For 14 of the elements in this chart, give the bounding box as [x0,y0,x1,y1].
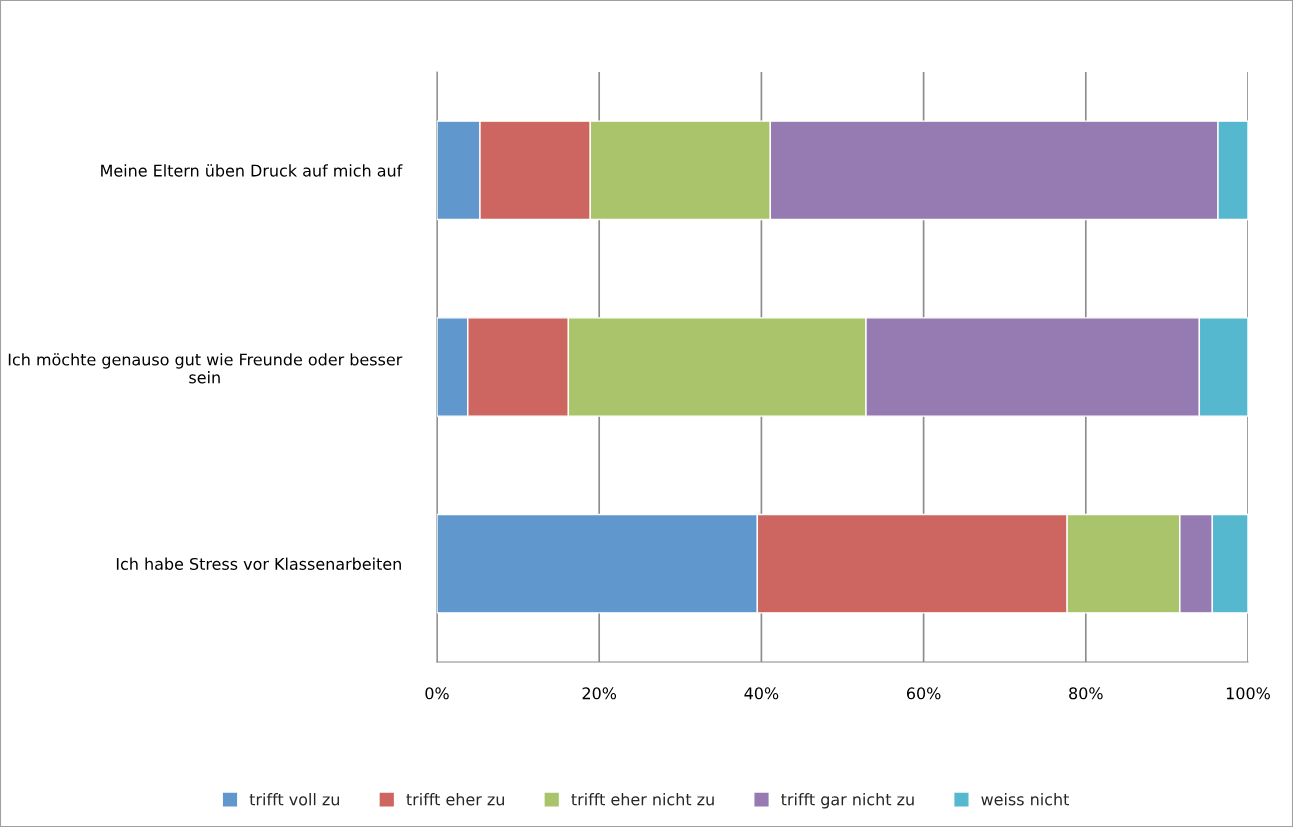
x-tick-label: 20% [582,687,617,700]
x-tick-label: 0% [425,687,449,700]
legend-label: trifft gar nicht zu [781,793,914,809]
legend-label: trifft eher zu [406,793,504,806]
legend-label: trifft voll zu [249,793,339,806]
y-tick-label: Ich habe Stress vor Klassenarbeiten [116,557,401,570]
legend-label: trifft eher nicht zu [571,793,714,806]
legend-label: weiss nicht [981,793,1069,806]
x-tick-label: 60% [906,687,941,700]
x-tick-label: 40% [744,687,779,700]
y-tick-label: Ich möchte genauso gut wie Freunde oder besser sein [8,353,403,384]
x-tick-label: 100% [1226,687,1270,700]
x-tick-label: 80% [1069,687,1103,700]
y-tick-label: Meine Eltern üben Druck auf mich auf [101,164,403,177]
